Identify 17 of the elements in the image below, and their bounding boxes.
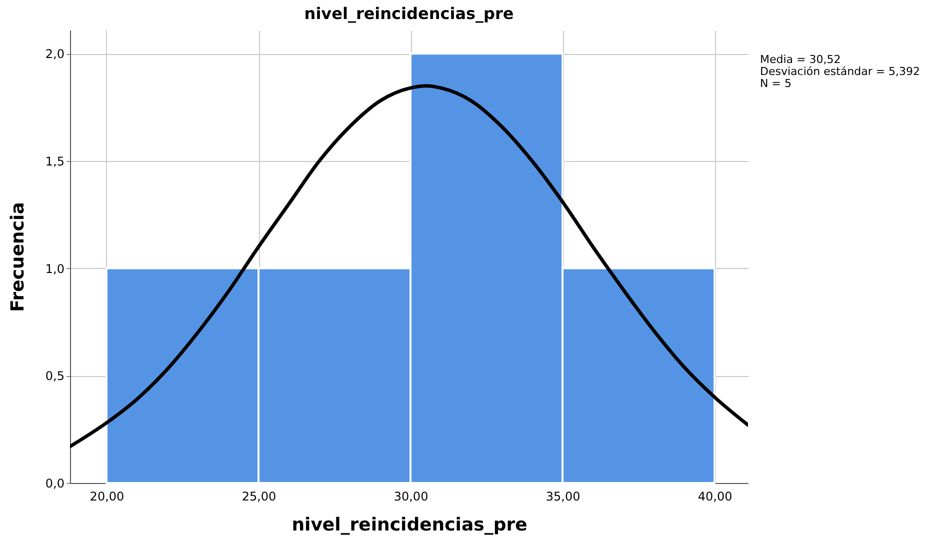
y-tick-label: 2,0	[45, 47, 64, 62]
text: N = 5	[760, 77, 792, 90]
y-tick-label: 0,5	[45, 369, 64, 384]
chart-title: nivel_reincidencias_pre	[304, 4, 514, 23]
line-series	[70, 84, 748, 448]
x-tick-label: 25,00	[242, 490, 276, 504]
x-axis-title: nivel_reincidencias_pre	[292, 514, 528, 536]
x-tick-label: 30,00	[394, 490, 428, 504]
x-tick-label: 35,00	[546, 490, 580, 504]
y-tick-label: 0,0	[45, 476, 64, 490]
y-tick-label: 1,5	[45, 154, 64, 168]
text: Desviación estándar = 5,392	[760, 65, 920, 78]
x-tick-label: 40,00	[698, 490, 732, 504]
y-tick-label: 1,0	[45, 262, 64, 276]
x-tick-label: 20,00	[90, 490, 124, 504]
y-axis-title: Frecuencia	[7, 202, 28, 312]
text: Media = 30,52	[760, 53, 841, 66]
